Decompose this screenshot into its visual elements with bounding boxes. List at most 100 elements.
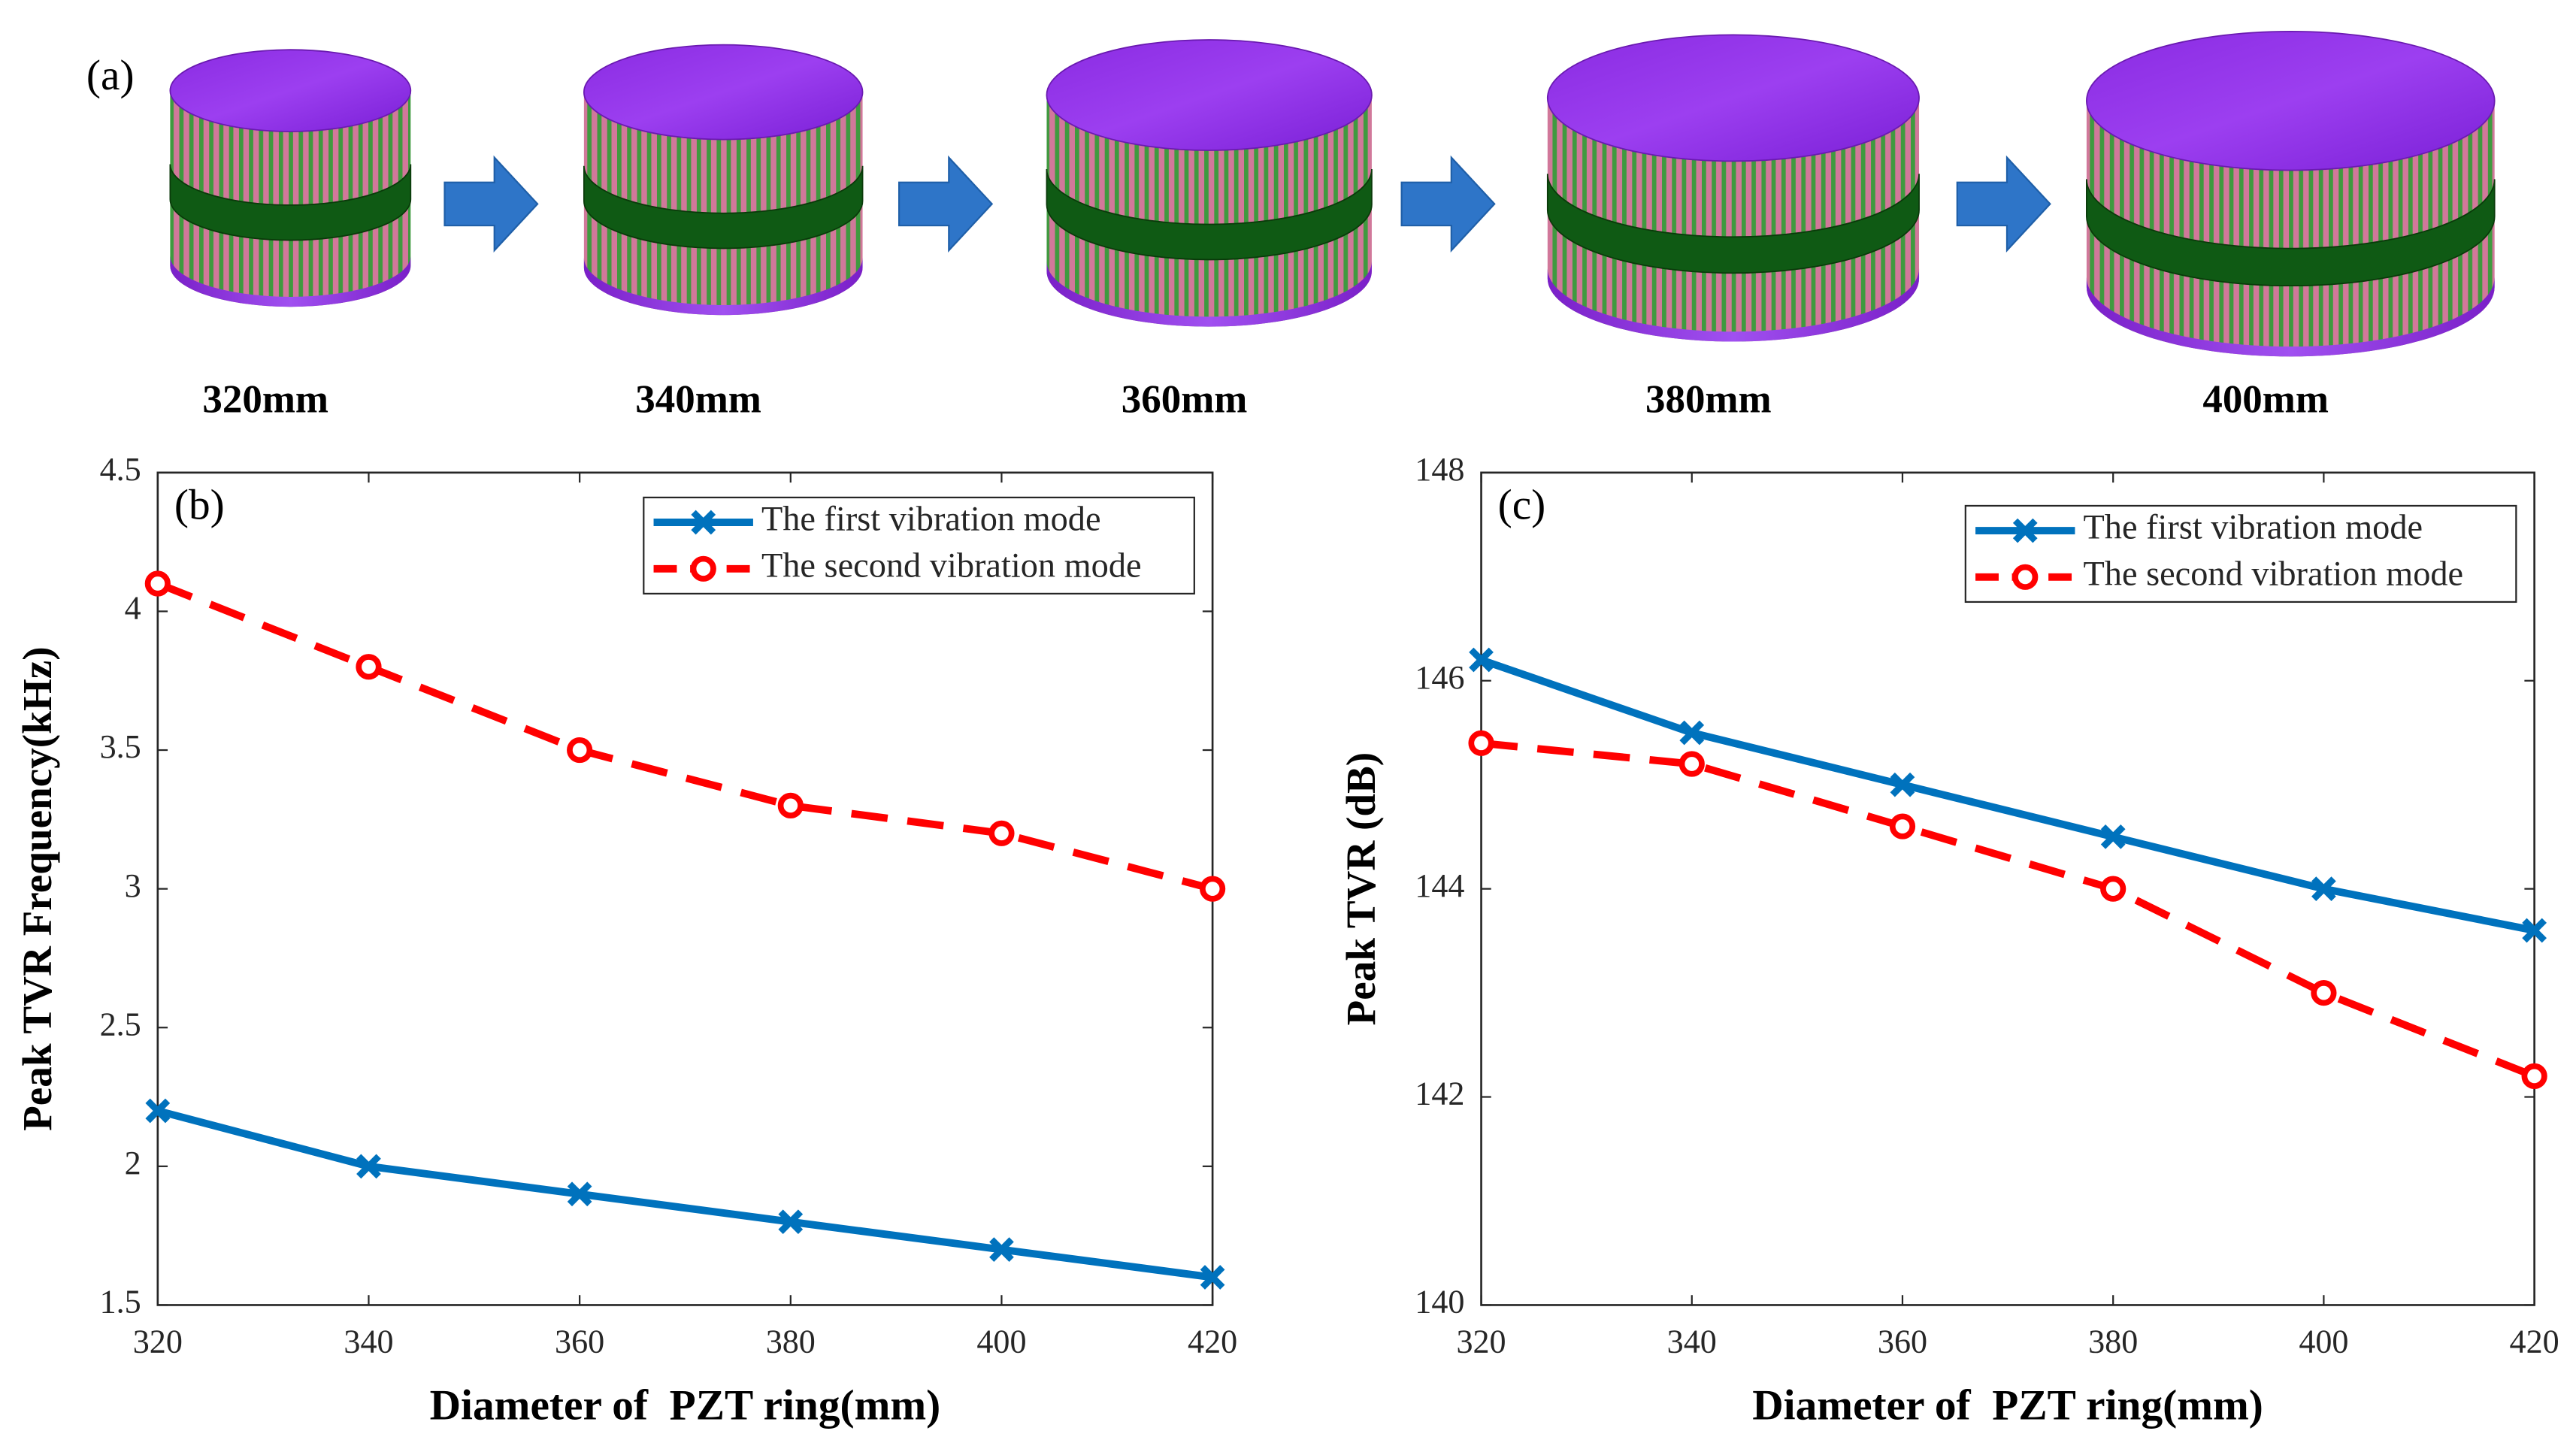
y-tick-label: 144 [1415, 867, 1464, 904]
marker [1890, 772, 1915, 797]
size-label: 320mm [202, 377, 328, 421]
size-label: 340mm [635, 377, 761, 421]
marker [2100, 824, 2126, 849]
series-line [1479, 656, 2535, 934]
marker [2012, 518, 2038, 543]
size-label: 380mm [1645, 377, 1772, 421]
marker [567, 737, 593, 764]
legend: The first vibration mode The second vibra… [1964, 504, 2517, 604]
marker [1469, 647, 1494, 673]
marker [145, 1098, 171, 1124]
series-line [156, 579, 1214, 893]
x-tick-label: 340 [1667, 1323, 1717, 1360]
marker [2311, 979, 2337, 1006]
marker [1678, 751, 1705, 777]
cylinder [1046, 39, 1373, 327]
marker [989, 1237, 1014, 1262]
y-axis-label: Peak TVR Frequency(kHz) [14, 646, 60, 1130]
panel-label: (c) [1498, 482, 1546, 529]
cylinder [2086, 31, 2496, 357]
x-tick-label: 400 [2299, 1323, 2348, 1360]
marker [691, 510, 716, 535]
chart: 1.5 2 2.5 3 3.5 4 4.5 320 340 360 380 400 420 Diamete… [14, 451, 1237, 1429]
series-line [156, 1107, 1213, 1281]
panel-label: (b) [174, 482, 225, 529]
cylinder-band [169, 164, 412, 241]
legend: The first vibration mode The second vibra… [643, 496, 1195, 595]
y-tick-label: 146 [1415, 659, 1464, 696]
legend-label: The first vibration mode [2083, 509, 2423, 547]
plot-area [156, 471, 1214, 1306]
y-tick-label: 4 [125, 590, 141, 627]
cylinder-rim [583, 257, 863, 316]
cylinder-side [2086, 101, 2495, 357]
series-line [1481, 739, 2536, 1080]
cylinder-side [1046, 95, 1372, 327]
cylinder-side [170, 90, 411, 307]
x-axis-label: Diameter of PZT ring(mm) [1752, 1382, 2263, 1429]
marker [1200, 1265, 1225, 1290]
cylinder-band [1046, 169, 1373, 261]
cylinder-top [2086, 31, 2496, 171]
y-tick-label: 3 [125, 867, 141, 904]
marker [2012, 564, 2039, 590]
x-tick-label: 340 [344, 1323, 393, 1360]
cylinder [583, 44, 864, 316]
cylinder-rim [1547, 268, 1920, 342]
cylinder [169, 49, 412, 307]
legend-box [1964, 504, 2517, 604]
x-axis-label: Diameter of PZT ring(mm) [430, 1382, 941, 1429]
marker [1200, 876, 1226, 902]
cylinder-top [169, 49, 412, 132]
marker [2521, 1063, 2547, 1089]
marker [2522, 918, 2547, 943]
x-tick-label: 320 [133, 1323, 183, 1360]
arrow [443, 155, 539, 253]
chart: 140 142 144 146 148 320 340 360 380 400 420 Diamete… [1338, 451, 2559, 1429]
cylinder-band [1546, 174, 1920, 274]
marker [567, 1181, 592, 1207]
cylinder-side [1547, 98, 1920, 342]
x-tick-label: 380 [2088, 1323, 2138, 1360]
cylinder-rim [1046, 261, 1372, 327]
marker [777, 792, 804, 818]
y-tick-label: 3.5 [100, 728, 141, 765]
arrow [1956, 155, 2051, 253]
cylinder-top [583, 44, 864, 141]
marker [2311, 876, 2336, 902]
legend-box [643, 496, 1195, 595]
y-tick-label: 148 [1415, 451, 1464, 488]
y-tick-label: 1.5 [100, 1284, 141, 1320]
x-tick-label: 360 [1878, 1323, 1927, 1360]
y-tick-label: 2 [125, 1145, 141, 1181]
cylinder-top [1046, 39, 1373, 151]
legend-label: The second vibration mode [761, 546, 1142, 585]
arrow [898, 155, 994, 253]
panel-label: (a) [86, 52, 135, 99]
cylinder-band [583, 165, 864, 250]
size-label: 400mm [2202, 377, 2329, 421]
cylinder-side [583, 92, 863, 316]
y-tick-label: 142 [1415, 1075, 1464, 1112]
marker [356, 654, 382, 680]
size-label: 360mm [1122, 377, 1248, 421]
y-tick-label: 140 [1415, 1284, 1464, 1320]
cylinder [1546, 34, 1920, 342]
legend-label: The first vibration mode [761, 501, 1101, 539]
legend-label: The second vibration mode [2083, 555, 2463, 593]
plot-area [1480, 471, 2535, 1306]
x-tick-label: 400 [976, 1323, 1026, 1360]
marker [1679, 720, 1705, 746]
y-tick-label: 2.5 [100, 1006, 141, 1042]
marker [2100, 876, 2126, 902]
x-tick-label: 360 [555, 1323, 604, 1360]
cylinder-rim [170, 256, 411, 307]
x-tick-label: 380 [766, 1323, 816, 1360]
marker [690, 555, 716, 582]
cylinder-band [2086, 179, 2496, 287]
marker [144, 570, 171, 597]
marker [356, 1154, 381, 1179]
x-tick-label: 420 [2510, 1323, 2559, 1360]
